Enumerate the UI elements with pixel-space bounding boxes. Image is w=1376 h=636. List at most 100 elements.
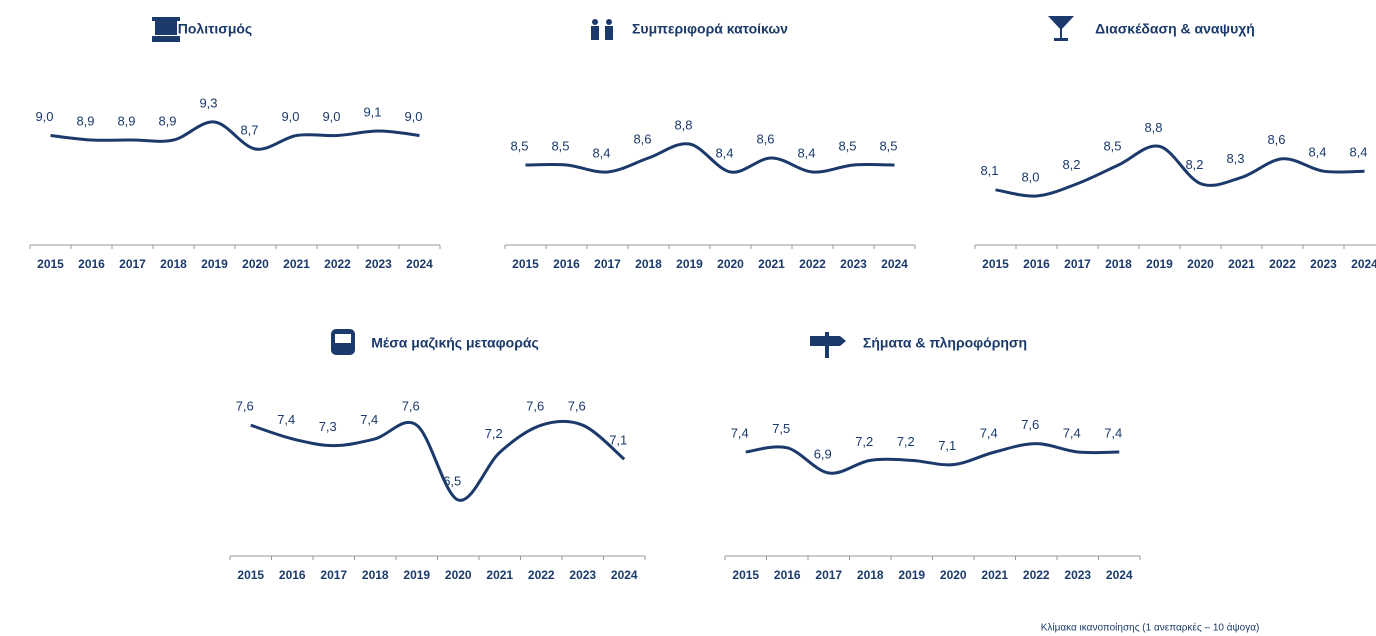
data-label: 7,2 xyxy=(855,434,873,449)
x-tick-label: 2015 xyxy=(237,568,264,582)
x-tick-label: 2023 xyxy=(1310,257,1337,271)
data-label: 8,5 xyxy=(510,138,528,153)
x-tick-label: 2016 xyxy=(78,257,105,271)
x-tick-label: 2017 xyxy=(594,257,621,271)
x-tick-label: 2022 xyxy=(1269,257,1296,271)
data-label: 8,4 xyxy=(715,145,733,160)
x-tick-label: 2016 xyxy=(279,568,306,582)
data-label: 6,9 xyxy=(814,446,832,461)
data-label: 8,9 xyxy=(158,113,176,128)
x-tick-label: 2018 xyxy=(1105,257,1132,271)
scale-note: Κλίμακα ικανοποίησης (1 ανεπαρκές – 10 ά… xyxy=(1041,622,1260,634)
data-label: 7,1 xyxy=(938,438,956,453)
x-tick-label: 2015 xyxy=(37,257,64,271)
x-tick-label: 2018 xyxy=(362,568,389,582)
data-label: 7,4 xyxy=(731,425,749,440)
x-tick-label: 2017 xyxy=(815,568,842,582)
icon-glass xyxy=(1048,16,1074,41)
data-label: 8,6 xyxy=(1267,132,1285,147)
x-tick-label: 2022 xyxy=(1023,568,1050,582)
data-label: 8,3 xyxy=(1226,151,1244,166)
data-label: 7,4 xyxy=(277,412,295,427)
x-tick-label: 2019 xyxy=(1146,257,1173,271)
data-label: 9,0 xyxy=(35,109,53,124)
x-tick-label: 2020 xyxy=(1187,257,1214,271)
x-tick-label: 2024 xyxy=(406,257,433,271)
data-label: 7,6 xyxy=(402,399,420,414)
data-label: 9,3 xyxy=(199,95,217,110)
line xyxy=(525,142,895,174)
data-label: 7,4 xyxy=(360,412,378,427)
x-tick-label: 2022 xyxy=(528,568,555,582)
chart-title: Μέσα μαζικής μεταφοράς xyxy=(371,335,539,351)
icon-bus xyxy=(331,329,355,355)
data-label: 8,2 xyxy=(1062,157,1080,172)
line xyxy=(745,442,1120,475)
data-label: 7,4 xyxy=(1104,425,1122,440)
data-label: 6,5 xyxy=(443,473,461,488)
x-tick-label: 2024 xyxy=(1106,568,1133,582)
x-tick-label: 2017 xyxy=(119,257,146,271)
x-tick-label: 2021 xyxy=(1228,257,1255,271)
data-label: 8,5 xyxy=(551,138,569,153)
x-tick-label: 2015 xyxy=(982,257,1009,271)
x-tick-label: 2015 xyxy=(732,568,759,582)
data-label: 9,1 xyxy=(363,104,381,119)
chart-title: Διασκέδαση & αναψυχή xyxy=(1095,21,1255,37)
data-label: 7,6 xyxy=(568,399,586,414)
icon-sign xyxy=(810,332,846,358)
x-tick-label: 2019 xyxy=(898,568,925,582)
x-tick-label: 2015 xyxy=(512,257,539,271)
line xyxy=(995,144,1365,198)
line xyxy=(250,419,626,502)
data-label: 8,6 xyxy=(633,131,651,146)
x-tick-label: 2024 xyxy=(881,257,908,271)
x-tick-label: 2021 xyxy=(283,257,310,271)
x-tick-label: 2021 xyxy=(981,568,1008,582)
x-tick-label: 2023 xyxy=(569,568,596,582)
x-tick-label: 2021 xyxy=(758,257,785,271)
data-label: 7,1 xyxy=(609,433,627,448)
x-tick-label: 2016 xyxy=(1023,257,1050,271)
data-label: 7,4 xyxy=(980,425,998,440)
data-label: 8,6 xyxy=(756,131,774,146)
data-label: 8,5 xyxy=(838,138,856,153)
data-label: 8,4 xyxy=(1308,145,1326,160)
x-tick-label: 2023 xyxy=(1064,568,1091,582)
x-tick-label: 2018 xyxy=(635,257,662,271)
data-label: 7,4 xyxy=(1063,425,1081,440)
data-label: 9,0 xyxy=(322,109,340,124)
data-label: 7,2 xyxy=(897,434,915,449)
data-label: 8,9 xyxy=(117,113,135,128)
x-tick-label: 2016 xyxy=(553,257,580,271)
data-label: 8,5 xyxy=(879,138,897,153)
chart-title: Πολιτισμός xyxy=(178,21,252,37)
data-label: 7,2 xyxy=(485,426,503,441)
x-tick-label: 2022 xyxy=(324,257,351,271)
data-label: 7,6 xyxy=(1021,417,1039,432)
data-label: 8,4 xyxy=(592,145,610,160)
data-label: 8,4 xyxy=(797,145,815,160)
data-label: 8,2 xyxy=(1185,157,1203,172)
x-tick-label: 2018 xyxy=(857,568,884,582)
line xyxy=(50,120,420,151)
x-tick-label: 2022 xyxy=(799,257,826,271)
x-tick-label: 2019 xyxy=(676,257,703,271)
x-tick-label: 2023 xyxy=(365,257,392,271)
x-tick-label: 2019 xyxy=(403,568,430,582)
x-tick-label: 2024 xyxy=(1351,257,1376,271)
data-label: 8,0 xyxy=(1021,169,1039,184)
x-tick-label: 2020 xyxy=(445,568,472,582)
data-label: 9,0 xyxy=(281,109,299,124)
data-label: 7,6 xyxy=(526,399,544,414)
x-tick-label: 2019 xyxy=(201,257,228,271)
chart-title: Σήματα & πληροφόρηση xyxy=(863,335,1027,351)
data-label: 8,9 xyxy=(76,113,94,128)
x-tick-label: 2023 xyxy=(840,257,867,271)
x-tick-label: 2017 xyxy=(1064,257,1091,271)
data-label: 8,4 xyxy=(1349,145,1367,160)
icons xyxy=(152,16,1074,358)
x-tick-label: 2018 xyxy=(160,257,187,271)
icon-column xyxy=(152,17,180,42)
